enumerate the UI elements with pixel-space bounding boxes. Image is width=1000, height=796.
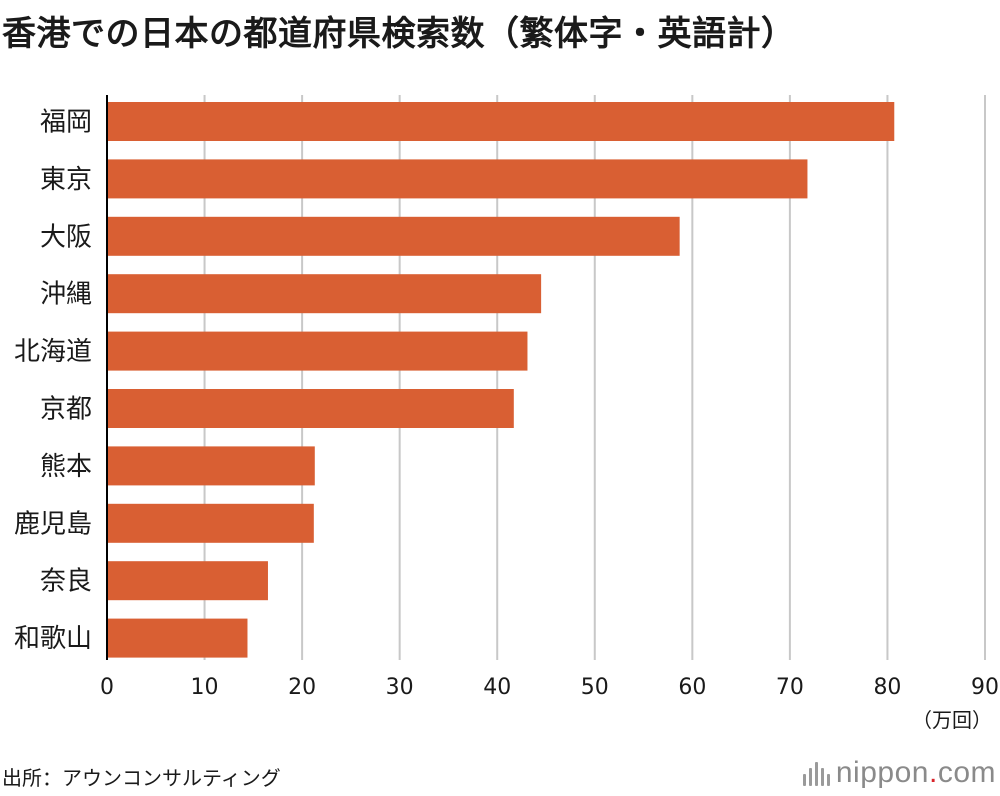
bar-北海道 (107, 331, 528, 371)
logo-suffix: com (937, 756, 996, 789)
category-label-東京: 東京 (40, 165, 92, 195)
bar-和歌山 (107, 618, 248, 658)
category-label-沖縄: 沖縄 (40, 280, 92, 310)
source-note: 出所：アウンコンサルティング (2, 766, 281, 790)
chart-title: 香港での日本の都道府県検索数（繁体字・英語計） (2, 14, 796, 54)
x-tick-label-30: 30 (386, 675, 414, 700)
x-tick-label-0: 0 (100, 675, 114, 700)
x-tick-label-40: 40 (483, 675, 511, 700)
bar-鹿児島 (107, 503, 314, 543)
logo-text: nippon.com (836, 756, 996, 790)
bar-福岡 (107, 102, 895, 141)
category-label-鹿児島: 鹿児島 (14, 509, 92, 539)
x-tick-label-20: 20 (288, 675, 316, 700)
bars (107, 102, 895, 658)
x-tick-label-80: 80 (873, 675, 901, 700)
logo-dot: . (928, 756, 938, 789)
category-label-福岡: 福岡 (40, 108, 92, 138)
x-tick-label-60: 60 (678, 675, 706, 700)
bar-奈良 (107, 561, 268, 601)
x-tick-label-70: 70 (776, 675, 804, 700)
x-tick-label-50: 50 (581, 675, 609, 700)
bar-熊本 (107, 446, 315, 486)
category-label-京都: 京都 (40, 395, 92, 425)
category-label-奈良: 奈良 (40, 567, 92, 597)
labels: 0 10 20 30 40 50 60 70 80 90 福岡東京大阪沖縄北海道京都熊本鹿児島奈良和… (14, 108, 999, 701)
bar-京都 (107, 389, 514, 428)
category-label-大阪: 大阪 (40, 222, 92, 252)
category-label-熊本: 熊本 (40, 452, 92, 482)
nippon-bars-icon (802, 760, 830, 786)
logo-name: nippon (835, 756, 929, 789)
nippon-logo: nippon.com (802, 756, 996, 790)
x-axis-unit-label: （万回） (912, 708, 992, 732)
x-tick-label-90: 90 (971, 675, 999, 700)
x-tick-label-10: 10 (191, 675, 219, 700)
bar-東京 (107, 159, 808, 199)
category-label-和歌山: 和歌山 (14, 624, 92, 654)
category-label-北海道: 北海道 (14, 337, 92, 367)
bar-沖縄 (107, 274, 542, 314)
bar-大阪 (107, 216, 680, 256)
